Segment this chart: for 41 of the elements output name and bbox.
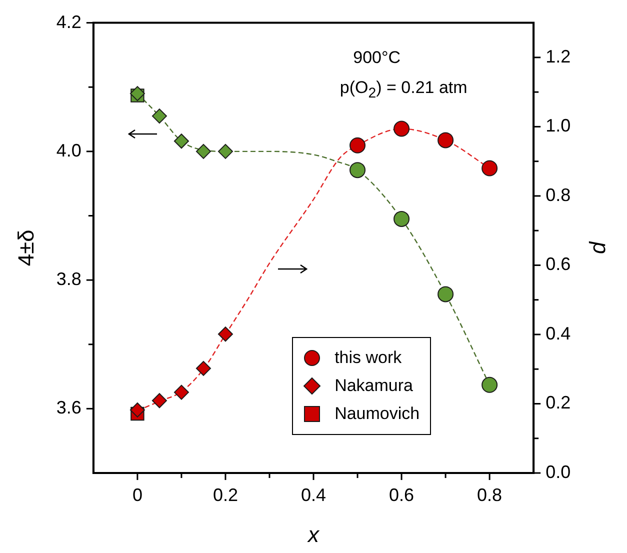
- y2-axis-title: p: [588, 240, 614, 254]
- point: [438, 286, 454, 302]
- point: [130, 402, 145, 418]
- y2-tick-label: 0.0: [546, 462, 571, 482]
- y2-tick-label: 0.2: [546, 392, 571, 413]
- point: [174, 134, 189, 149]
- y2-tick-label: 1.2: [546, 46, 571, 66]
- y2-tick-label: 0.8: [546, 184, 571, 205]
- y2-tick-label: 1.0: [546, 116, 571, 136]
- x-tick-label: 0.6: [389, 484, 414, 505]
- y-tick-label: 3.6: [56, 398, 82, 418]
- point: [350, 137, 366, 154]
- y-tick-label: 3.8: [56, 269, 82, 290]
- point: [438, 132, 454, 148]
- x-axis-title: x: [307, 522, 320, 547]
- annotation: p(O$_{2}$) = 0.21 atm: [340, 78, 468, 102]
- legend-label: Nakamura: [334, 376, 413, 396]
- y2-tick-label: 0.4: [546, 323, 571, 344]
- point: [394, 120, 410, 137]
- y-tick-label: 4.2: [56, 12, 82, 32]
- y-tick-label: 4.0: [56, 140, 82, 160]
- point: [174, 384, 189, 400]
- point: [482, 376, 498, 393]
- point: [152, 393, 167, 408]
- point: [218, 326, 233, 342]
- x-tick-label: 0.4: [300, 484, 326, 505]
- legend-label: this work: [334, 348, 402, 368]
- legend-label: Naumovich: [334, 404, 420, 424]
- point: [394, 210, 410, 227]
- point: [350, 162, 366, 178]
- point: [196, 144, 211, 159]
- annotation: 900°C: [353, 48, 401, 68]
- x-tick-label: 0.8: [477, 484, 502, 505]
- x-tick-label: 0.2: [212, 484, 238, 505]
- x-tick-label: 0: [132, 484, 142, 505]
- point: [152, 108, 167, 124]
- point: [482, 160, 498, 176]
- point: [218, 144, 233, 159]
- y2-tick-label: 0.6: [546, 254, 571, 274]
- y-axis-title: 4±δ: [13, 230, 38, 266]
- point: [196, 360, 211, 376]
